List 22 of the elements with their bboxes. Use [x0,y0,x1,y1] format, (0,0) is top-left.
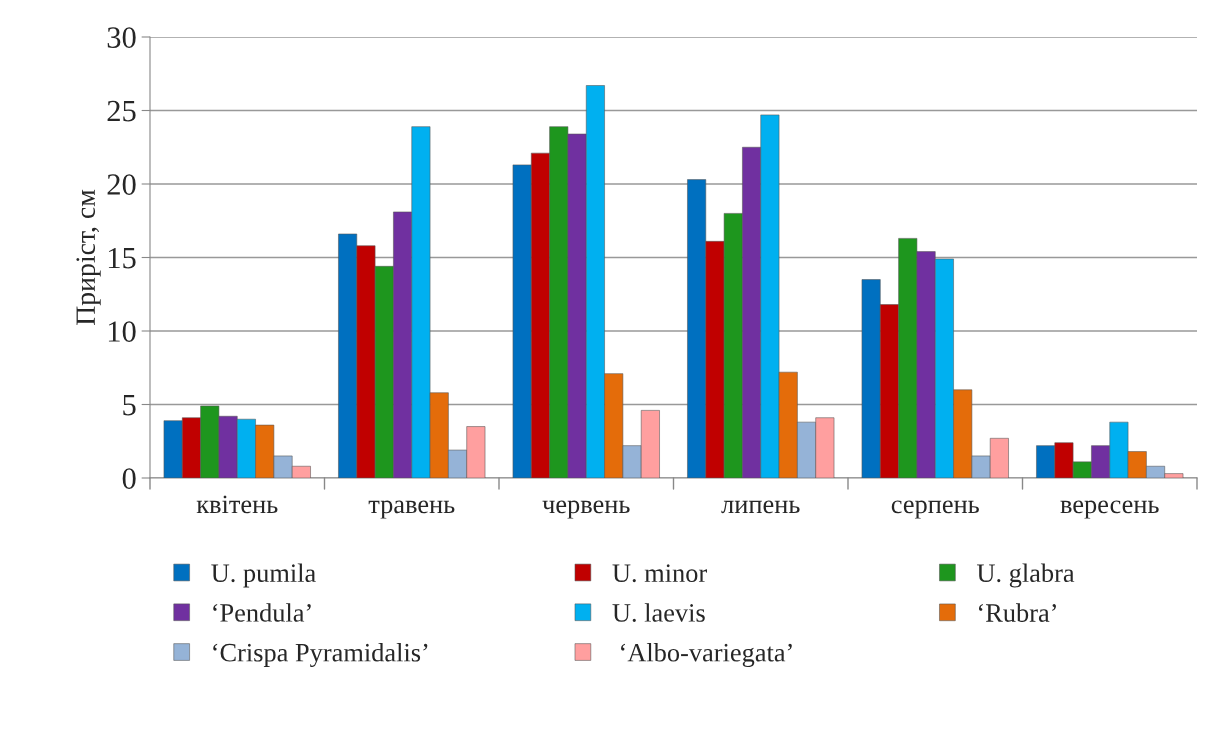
legend-label: ‘Albo-variegata’ [621,643,792,668]
x-tick-label: липень [721,500,800,514]
legend-label: ‘Crispa Pyramidalis’ [213,643,428,668]
legend-label: U. minor [612,564,707,583]
x-tick-label: серпень [891,500,979,519]
y-tick-label: 10 [108,321,136,342]
legend-label: U. pumila [211,563,316,588]
x-tick-label: травень [368,500,455,519]
x-tick-label: вересень [1060,500,1159,519]
legend-label: U. glabra [976,563,1075,588]
y-axis-title: Приріст, см [76,189,101,325]
y-tick-label: 25 [107,100,136,122]
y-tick-label: 5 [123,395,136,416]
y-tick-label: 30 [107,27,136,48]
y-tick-label: 20 [107,174,136,195]
legend-label: U. laevis [612,603,705,622]
x-tick-label: квітень [196,495,278,514]
y-tick-label: 0 [122,468,136,489]
legend-label: ‘Rubra’ [978,603,1056,622]
y-tick-label: 15 [108,247,136,269]
legend-label: ‘Pendula’ [213,603,311,622]
x-tick-label: червень [542,500,630,519]
